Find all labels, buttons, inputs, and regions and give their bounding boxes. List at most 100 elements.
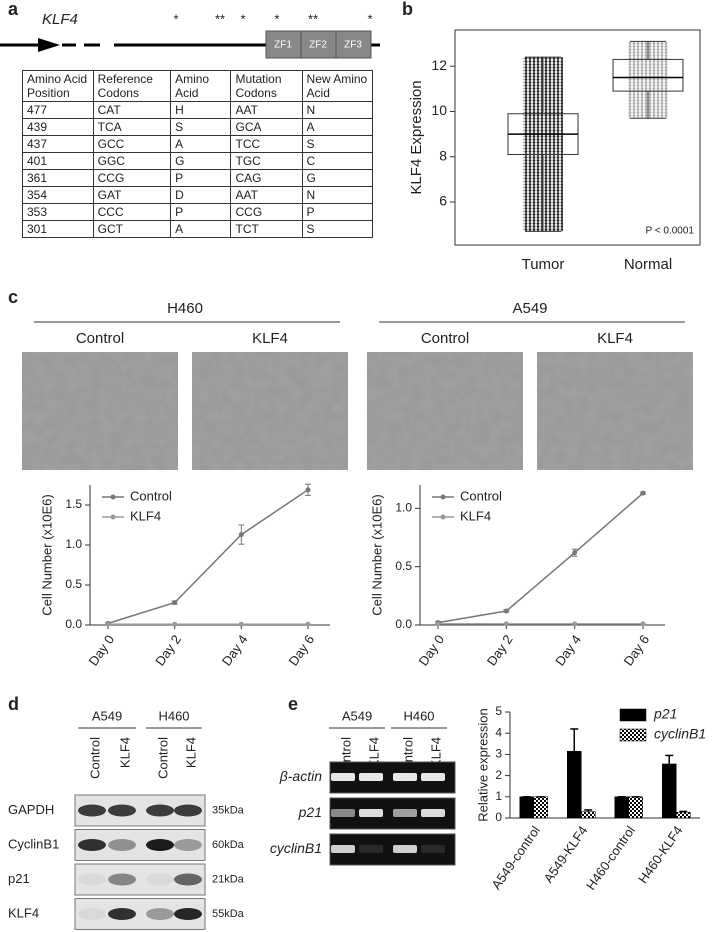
table-cell: Mutation Codons [230, 70, 303, 102]
x-tick-label: Day 2 [484, 632, 516, 668]
gel-band [331, 845, 355, 853]
table-cell: G [301, 169, 374, 187]
lane-label: KLF4 [183, 737, 198, 768]
table-cell: S [301, 135, 374, 153]
point [172, 621, 178, 627]
condition-label: Control [421, 330, 469, 347]
mutation-mark: * [240, 11, 245, 26]
y-tick-label: 4 [495, 725, 502, 739]
x-tick-label: A549-KLF4 [541, 823, 591, 885]
blot-band [78, 908, 106, 920]
table-cell: P [301, 203, 374, 221]
y-tick-label: 3 [495, 747, 502, 761]
blot-band [146, 873, 174, 886]
gel-band [393, 845, 417, 853]
y-tick-label: 0.0 [65, 617, 82, 631]
y-tick-label: 1.0 [65, 537, 82, 551]
table-cell: Amino Acid [170, 70, 232, 102]
point [640, 490, 646, 496]
table-cell: D [170, 186, 232, 204]
table-cell: GCT [92, 220, 172, 238]
table-cell: 401 [22, 152, 94, 170]
table-cell: S [170, 118, 232, 136]
panel-label: d [8, 694, 19, 714]
table-cell: 477 [22, 101, 94, 119]
point [238, 532, 244, 538]
y-tick-label: 12 [431, 57, 447, 73]
cell-line-label: A549 [512, 300, 547, 317]
blot-label: GAPDH [8, 802, 54, 817]
table-cell: P [170, 169, 232, 187]
y-tick-label: 0.0 [395, 617, 412, 631]
table-cell: 354 [22, 186, 94, 204]
table-cell: New Amino Acid [301, 70, 374, 102]
gel-band [393, 773, 417, 781]
condition-label: KLF4 [252, 330, 288, 347]
y-tick-label: 0.5 [395, 559, 412, 573]
y-tick-label: 1.0 [395, 501, 412, 515]
cell-line-label: H460 [167, 300, 203, 317]
y-axis-label: Cell Number (x10E6) [39, 494, 54, 615]
x-tick-label: Day 4 [219, 632, 251, 668]
y-tick-label: 10 [431, 102, 447, 118]
bar [628, 796, 643, 819]
gel-band [359, 809, 383, 817]
gel-label: β-actin [279, 768, 322, 784]
panel-label: b [402, 0, 413, 19]
x-tick-label: Day 0 [86, 632, 118, 668]
gel-band [359, 845, 383, 853]
table-row: 439 TCA S GCA A [22, 118, 374, 136]
table-row: 401 GGC G TGC C [22, 152, 374, 170]
gel-label: p21 [298, 804, 322, 820]
domain-box [335, 30, 372, 59]
y-axis-label: KLF4 Expression [408, 80, 425, 194]
table-cell: CAG [230, 169, 303, 187]
table-cell: AAT [230, 101, 303, 119]
cell-line-label: A549 [92, 708, 122, 723]
box [612, 58, 684, 92]
lane-label: Control [155, 737, 170, 779]
blot-band [78, 839, 106, 851]
table-row: 354 GAT D AAT N [22, 186, 374, 204]
table-cell: S [301, 220, 374, 238]
x-tick-label: H460-control [583, 823, 638, 893]
table-cell: C [301, 152, 374, 170]
bar [533, 796, 548, 819]
point [572, 550, 578, 556]
y-axis-label: Cell Number (x10E6) [369, 494, 384, 615]
legend-swatch [619, 728, 647, 742]
blot-band [146, 839, 174, 851]
x-tick-label: Day 0 [416, 632, 448, 668]
table-cell: 361 [22, 169, 94, 187]
micrograph-texture [192, 352, 348, 470]
domain-box [300, 30, 337, 59]
lane-label: KLF4 [428, 737, 443, 768]
x-tick-label: A549-control [488, 823, 543, 892]
cell-line-label: H460 [158, 708, 189, 723]
gene-name: KLF4 [42, 11, 78, 28]
bar [676, 812, 691, 819]
gel-band [331, 773, 355, 781]
domain-box [265, 30, 302, 59]
table-cell: 353 [22, 203, 94, 221]
table-cell: Reference Codons [92, 70, 172, 102]
micrograph-texture [22, 352, 178, 470]
panel-label: a [8, 0, 19, 19]
size-label: 55kDa [212, 908, 245, 920]
y-tick-label: 1 [495, 789, 502, 803]
domain-label: ZF1 [274, 40, 292, 51]
table-cell: TCC [230, 135, 303, 153]
point [105, 621, 111, 627]
micrograph-texture [537, 352, 693, 470]
table-row: 477 CAT H AAT N [22, 101, 374, 119]
y-tick-label: 1.5 [65, 497, 82, 511]
annotation: P < 0.0001 [646, 226, 695, 237]
domain-label: ZF2 [309, 40, 327, 51]
table-cell: 439 [22, 118, 94, 136]
gene-diagram: KLF4 ZF1 ZF2 ZF3 * ** * * ** * [0, 11, 380, 59]
size-label: 21kDa [212, 873, 245, 885]
point [640, 621, 646, 627]
point [572, 621, 578, 627]
gel-strip [329, 833, 456, 866]
gel-band [421, 773, 445, 781]
